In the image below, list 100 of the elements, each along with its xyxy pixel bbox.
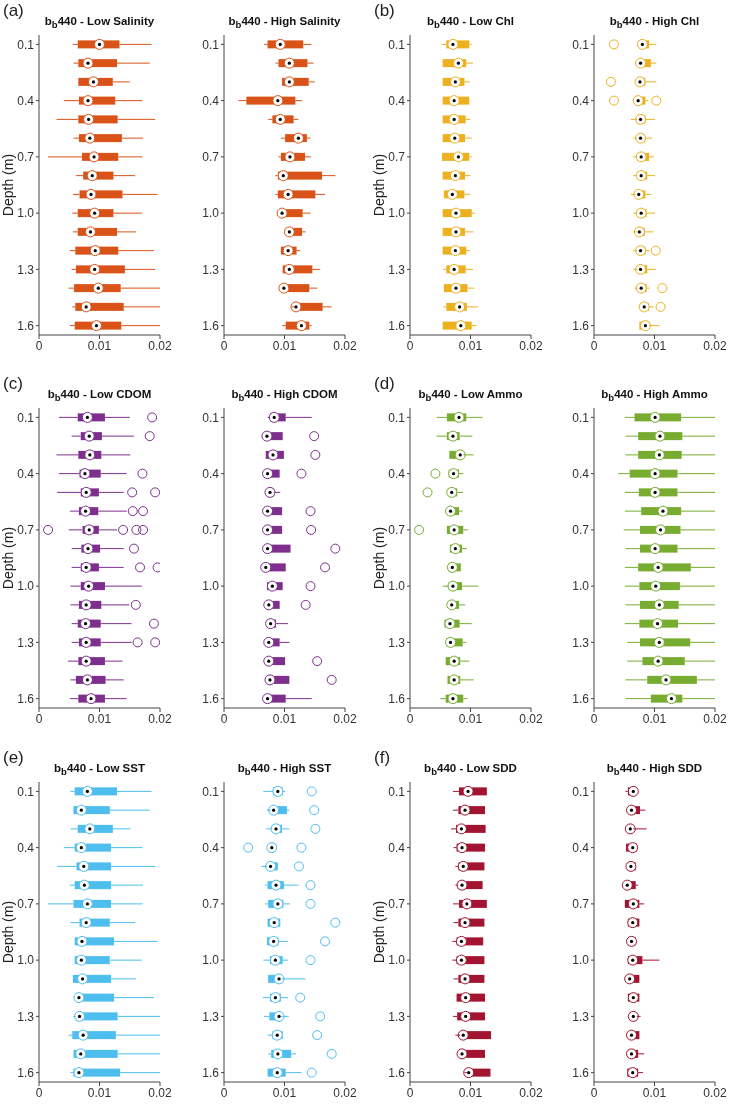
y-tick-label: 0.7 xyxy=(388,523,406,538)
x-tick-label: 0 xyxy=(406,1085,414,1100)
chart-title: b$_{b}$440 - High Ammo xyxy=(600,388,709,405)
y-tick-label: 0.7 xyxy=(202,150,220,165)
y-tick-label: 1.0 xyxy=(388,206,406,221)
chart-title: b$_{b}$440 - High CDOM xyxy=(230,388,339,405)
y-tick-label: 0.4 xyxy=(572,466,590,481)
y-tick-label: 1.6 xyxy=(17,1065,35,1080)
chart-title: b$_{b}$440 - Low Ammo xyxy=(418,388,523,404)
y-tick-label: 0.7 xyxy=(572,897,590,912)
y-tick-label: 1.3 xyxy=(17,1009,35,1024)
text: (e) xyxy=(3,748,24,768)
x-tick-label: 0.01 xyxy=(87,1085,112,1100)
chart-title: b$_{b}$440 - High SDD xyxy=(605,762,704,779)
x-tick-label: 0.02 xyxy=(148,338,172,353)
x-tick-label: 0.02 xyxy=(148,1085,172,1100)
x-tick-label: 0 xyxy=(590,1085,598,1100)
y-tick-label: 1.3 xyxy=(202,635,220,650)
y-tick-label: 0.7 xyxy=(17,897,35,912)
chart-title: b$_{b}$440 - Low Salinity xyxy=(44,15,155,31)
y-tick-label: 1.3 xyxy=(388,635,406,650)
x-tick-label: 0 xyxy=(35,711,43,726)
x-tick-label: 0.01 xyxy=(642,1085,667,1100)
y-tick-label: 0.1 xyxy=(388,410,406,425)
x-tick-label: 0 xyxy=(220,1085,228,1100)
x-tick-label: 0 xyxy=(35,1085,43,1100)
text: (f) xyxy=(374,748,391,768)
y-tick-label: 0.7 xyxy=(572,523,590,538)
text: (b) xyxy=(374,1,395,21)
x-tick-label: 0.01 xyxy=(642,711,667,726)
x-tick-label: 0.01 xyxy=(458,338,483,353)
y-tick-label: 0.7 xyxy=(202,897,220,912)
x-tick-label: 0.01 xyxy=(87,338,112,353)
x-tick-label: 0.02 xyxy=(703,338,727,353)
y-tick-label: 1.3 xyxy=(17,635,35,650)
y-tick-label: 0.4 xyxy=(17,466,35,481)
x-tick-label: 0.01 xyxy=(272,711,297,726)
y-tick-label: 1.6 xyxy=(388,1065,406,1080)
y-tick-label: 0.1 xyxy=(388,37,406,52)
y-tick-label: 0.4 xyxy=(202,466,220,481)
y-tick-label: 0.1 xyxy=(388,784,406,799)
x-tick-label: 0.01 xyxy=(272,1085,297,1100)
y-tick-label: 1.0 xyxy=(17,953,35,968)
y-tick-label: 1.0 xyxy=(572,953,590,968)
y-tick-label: 1.0 xyxy=(17,579,35,594)
y-tick-label: 0.7 xyxy=(572,150,590,165)
x-tick-label: 0 xyxy=(590,338,598,353)
y-tick-label: 1.6 xyxy=(17,691,35,706)
y-tick-label: 0.1 xyxy=(17,784,35,799)
x-tick-label: 0.01 xyxy=(272,338,297,353)
y-tick-label: 1.6 xyxy=(572,691,590,706)
y-tick-label: 0.1 xyxy=(17,410,35,425)
y-tick-label: 1.3 xyxy=(202,262,220,277)
y-tick-label: 0.7 xyxy=(17,523,35,538)
y-tick-label: 1.3 xyxy=(202,1009,220,1024)
y-tick-label: 0.4 xyxy=(202,840,220,855)
y-tick-label: 1.6 xyxy=(572,1065,590,1080)
x-tick-label: 0 xyxy=(35,338,43,353)
y-tick-label: 1.3 xyxy=(572,1009,590,1024)
x-tick-label: 0 xyxy=(220,338,228,353)
y-tick-label: 0.4 xyxy=(572,840,590,855)
x-tick-label: 0.02 xyxy=(703,1085,727,1100)
y-tick-label: 1.6 xyxy=(388,318,406,333)
text: (d) xyxy=(374,374,395,394)
y-tick-label: 1.6 xyxy=(202,318,220,333)
x-tick-label: 0 xyxy=(406,711,414,726)
x-tick-label: 0.02 xyxy=(148,711,172,726)
x-tick-label: 0.01 xyxy=(87,711,112,726)
y-axis-title: Depth (m) xyxy=(370,525,388,592)
text: (c) xyxy=(3,374,23,394)
y-tick-label: 0.1 xyxy=(572,410,590,425)
y-tick-label: 0.1 xyxy=(202,784,220,799)
y-tick-label: 1.0 xyxy=(202,206,220,221)
x-tick-label: 0.02 xyxy=(519,711,543,726)
x-tick-label: 0.02 xyxy=(333,711,357,726)
x-tick-label: 0.02 xyxy=(703,711,727,726)
y-tick-label: 0.4 xyxy=(388,93,406,108)
y-tick-label: 0.4 xyxy=(202,93,220,108)
y-tick-label: 1.6 xyxy=(17,318,35,333)
y-tick-label: 1.0 xyxy=(202,579,220,594)
x-tick-label: 0.02 xyxy=(333,338,357,353)
x-tick-label: 0.02 xyxy=(519,338,543,353)
chart-title: b$_{b}$440 - High Salinity xyxy=(227,15,342,32)
y-tick-label: 1.0 xyxy=(388,953,406,968)
y-tick-label: 0.7 xyxy=(388,150,406,165)
y-tick-label: 1.0 xyxy=(572,206,590,221)
x-tick-label: 0 xyxy=(220,711,228,726)
y-tick-label: 1.3 xyxy=(572,635,590,650)
y-tick-label: 0.1 xyxy=(17,37,35,52)
y-tick-label: 1.3 xyxy=(388,262,406,277)
y-tick-label: 1.0 xyxy=(572,579,590,594)
chart-title: b$_{b}$440 - High SST xyxy=(236,762,333,779)
y-tick-label: 1.0 xyxy=(202,953,220,968)
y-axis-title: Depth (m) xyxy=(0,152,17,219)
chart-title: b$_{b}$440 - High Chl xyxy=(608,15,701,32)
y-tick-label: 1.6 xyxy=(388,691,406,706)
x-tick-label: 0.01 xyxy=(458,711,483,726)
y-tick-label: 0.7 xyxy=(202,523,220,538)
y-tick-label: 1.6 xyxy=(202,1065,220,1080)
x-tick-label: 0 xyxy=(406,338,414,353)
